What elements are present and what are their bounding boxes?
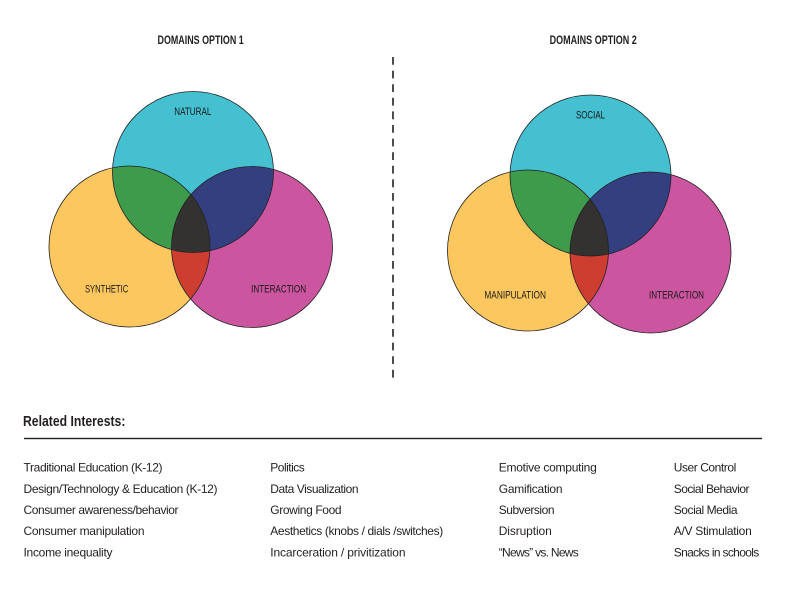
svg-text:Social Behavior: Social Behavior <box>674 482 750 496</box>
svg-text:Disruption: Disruption <box>499 524 552 538</box>
svg-text:Incarceration / privitization: Incarceration / privitization <box>270 545 405 559</box>
svg-text:A/V Stimulation: A/V Stimulation <box>674 524 752 538</box>
svg-text:Aesthetics (knobs / dials /swi: Aesthetics (knobs / dials /switches) <box>270 524 443 538</box>
svg-text:Gamification: Gamification <box>499 482 563 496</box>
svg-text:Traditional Education (K-12): Traditional Education (K-12) <box>24 461 163 475</box>
svg-text:Subversion: Subversion <box>499 503 555 517</box>
svg-text:Design/Technology & Education: Design/Technology & Education (K-12) <box>24 482 218 496</box>
svg-text:Consumer awareness/behavior: Consumer awareness/behavior <box>24 503 179 517</box>
svg-text:DOMAINS OPTION 1: DOMAINS OPTION 1 <box>158 33 244 47</box>
svg-text:Snacks in schools: Snacks in schools <box>674 545 760 559</box>
svg-text:Data Visualization: Data Visualization <box>270 482 358 496</box>
svg-text:INTERACTION: INTERACTION <box>649 289 704 301</box>
svg-text:INTERACTION: INTERACTION <box>251 283 306 295</box>
svg-text:SYNTHETIC: SYNTHETIC <box>85 283 128 295</box>
svg-text:SOCIAL: SOCIAL <box>576 109 605 121</box>
svg-text:NATURAL: NATURAL <box>174 106 211 118</box>
svg-text:Growing Food: Growing Food <box>270 503 341 517</box>
svg-text:Emotive computing: Emotive computing <box>499 461 597 475</box>
svg-text:DOMAINS OPTION 2: DOMAINS OPTION 2 <box>550 33 637 47</box>
svg-text:Consumer manipulation: Consumer manipulation <box>24 524 145 538</box>
svg-text:Politics: Politics <box>270 461 304 475</box>
svg-text:“News” vs. News: “News” vs. News <box>499 545 579 559</box>
svg-text:Income inequality: Income inequality <box>24 545 113 559</box>
svg-text:Social Media: Social Media <box>674 503 738 517</box>
svg-text:User Control: User Control <box>674 461 737 475</box>
svg-text:MANIPULATION: MANIPULATION <box>484 289 546 301</box>
svg-text:Related Interests:: Related Interests: <box>23 413 125 430</box>
